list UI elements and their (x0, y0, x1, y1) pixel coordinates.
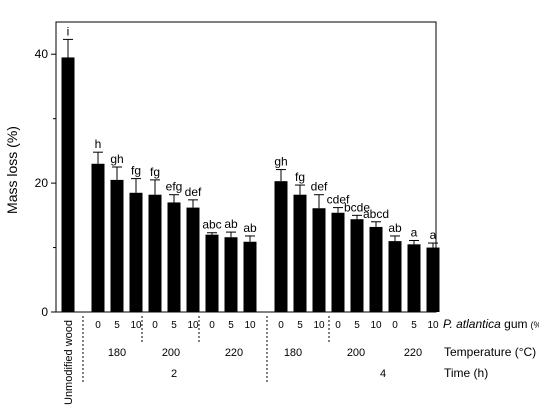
y-tick-label: 20 (35, 176, 49, 190)
gum-row-title: P. atlantica gum(%) (443, 317, 539, 331)
significance-letter: gh (274, 155, 287, 169)
gum-label: 10 (370, 320, 382, 331)
gum-label: 10 (244, 320, 256, 331)
temperature-label: 200 (162, 347, 180, 359)
time-label: 4 (380, 368, 386, 380)
gum-label: 0 (335, 320, 341, 331)
significance-letter: ab (243, 221, 257, 235)
significance-letter: i (67, 24, 70, 38)
significance-letter: abc (202, 218, 221, 232)
bar (331, 212, 345, 312)
bar (167, 202, 181, 312)
significance-letter: ab (224, 217, 238, 231)
bar (426, 247, 440, 312)
gum-label: 5 (354, 320, 360, 331)
control-label: Unmodified wood (63, 320, 75, 405)
temperature-label: 220 (225, 347, 243, 359)
temperature-label: 180 (284, 347, 302, 359)
bar (407, 244, 421, 312)
bar (61, 57, 75, 312)
bar (205, 234, 219, 312)
bar (148, 194, 162, 312)
y-tick-label: 0 (41, 305, 48, 319)
bar (369, 226, 383, 312)
bar (224, 237, 238, 312)
gum-row-title-italic: P. atlantica (443, 317, 501, 331)
y-axis-label: Mass loss (%) (4, 126, 20, 214)
bar (388, 241, 402, 312)
temperature-row-title: Temperature (°C) (444, 345, 536, 359)
significance-letter: ab (388, 221, 402, 235)
gum-label: 5 (171, 320, 177, 331)
temperature-label: 220 (404, 347, 422, 359)
significance-letter: bcde (344, 200, 370, 214)
significance-letter: gh (110, 152, 123, 166)
time-row-title: Time (h) (444, 366, 488, 380)
significance-letter: fg (150, 165, 160, 179)
gum-label: 10 (187, 320, 199, 331)
bar (293, 194, 307, 312)
bar (243, 241, 257, 312)
bar (91, 163, 105, 312)
bar (186, 207, 200, 312)
y-tick-label: 40 (35, 47, 49, 61)
gum-label: 5 (297, 320, 303, 331)
temperature-label: 180 (108, 347, 126, 359)
significance-letter: fg (295, 170, 305, 184)
significance-letter: def (311, 180, 328, 194)
significance-letter: efg (166, 180, 183, 194)
gum-label: 10 (313, 320, 325, 331)
row-titles: P. atlantica gum(%) Temperature (°C) Tim… (443, 317, 539, 380)
gum-label: 5 (114, 320, 120, 331)
significance-letter: h (95, 137, 102, 151)
gum-row-title-unit: (%) (531, 320, 539, 330)
gum-label: 0 (209, 320, 215, 331)
x-category-labels: 0 5 10 0 5 10 0 5 10 0 5 10 0 5 10 0 5 10 Unmodified wood 1… (63, 316, 439, 405)
gum-label: 5 (228, 320, 234, 331)
bar (350, 219, 364, 312)
significance-letter: cdef (327, 193, 350, 207)
gum-label: 0 (392, 320, 398, 331)
significance-letter: def (185, 185, 202, 199)
significance-letter: a (430, 228, 437, 242)
bar (274, 181, 288, 312)
bar (110, 179, 124, 312)
significance-letter: abcd (363, 207, 389, 221)
bar (312, 208, 326, 312)
gum-label: 10 (130, 320, 142, 331)
gum-label: 10 (427, 320, 439, 331)
gum-label: 0 (152, 320, 158, 331)
gum-label: 0 (95, 320, 101, 331)
bar (129, 192, 143, 312)
temperature-label: 200 (347, 347, 365, 359)
significance-letter: a (411, 225, 418, 239)
time-label: 2 (171, 368, 177, 380)
y-axis: 0 20 40 (35, 47, 56, 319)
gum-row-title-rest: gum (501, 317, 528, 331)
gum-label: 0 (278, 320, 284, 331)
gum-label: 5 (411, 320, 417, 331)
significance-letter: fg (131, 164, 141, 178)
